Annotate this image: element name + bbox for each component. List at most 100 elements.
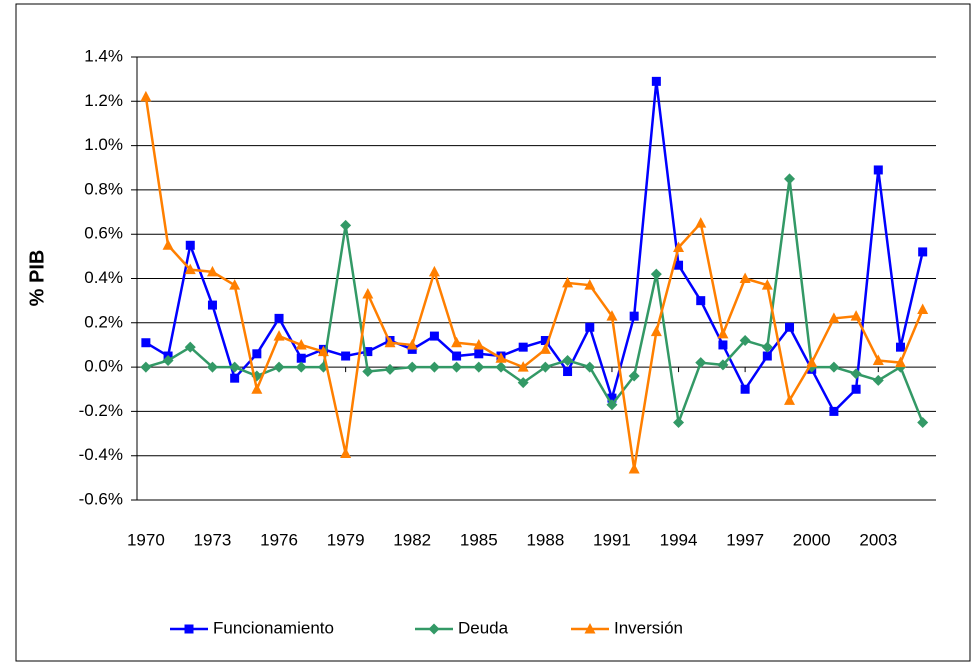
marker	[828, 312, 840, 323]
y-axis-label: % PIB	[26, 250, 48, 307]
marker	[918, 247, 928, 257]
marker	[206, 265, 218, 277]
series-line	[144, 96, 924, 470]
marker	[317, 345, 329, 357]
y-tick-label: -0.4%	[79, 445, 123, 464]
marker	[584, 361, 596, 373]
marker	[384, 363, 396, 375]
marker	[784, 173, 796, 185]
x-tick-label: 1970	[127, 530, 165, 549]
marker	[273, 361, 285, 373]
marker	[452, 351, 462, 361]
marker	[363, 347, 373, 357]
marker	[140, 361, 152, 373]
marker	[162, 239, 174, 250]
marker	[539, 343, 551, 354]
x-tick-label: 1985	[460, 530, 498, 549]
y-tick-label: 1.0%	[84, 135, 123, 154]
marker	[473, 361, 485, 373]
marker	[206, 361, 218, 373]
legend-label: Inversión	[614, 618, 683, 637]
marker	[739, 335, 751, 347]
x-tick-label: 1997	[726, 530, 764, 549]
marker	[584, 279, 596, 290]
marker	[629, 311, 639, 321]
y-tick-label: 1.2%	[84, 91, 123, 110]
x-tick-label: 1982	[393, 530, 431, 549]
y-tick-label: 0.8%	[84, 179, 123, 198]
y-tick-label: -0.2%	[79, 401, 123, 420]
x-tick-label: 1976	[260, 530, 298, 549]
marker	[230, 373, 240, 383]
marker	[761, 279, 773, 290]
marker	[185, 240, 195, 250]
marker	[428, 361, 440, 373]
series-line	[145, 81, 924, 414]
marker	[606, 310, 618, 321]
marker	[229, 361, 241, 373]
x-tick-label: 1973	[194, 530, 232, 549]
marker	[650, 268, 662, 280]
marker	[828, 361, 840, 373]
marker	[606, 399, 618, 411]
x-tick-label: 2000	[793, 530, 831, 549]
marker	[585, 322, 595, 332]
marker	[207, 300, 217, 310]
marker	[229, 279, 241, 290]
marker	[562, 276, 574, 288]
legend-label: Funcionamiento	[213, 618, 334, 637]
marker	[872, 354, 884, 365]
marker	[761, 341, 773, 353]
marker	[894, 356, 906, 368]
marker	[184, 341, 196, 353]
marker	[428, 265, 440, 277]
marker	[341, 351, 351, 361]
chart-frame	[15, 3, 971, 662]
x-tick-label: 1994	[660, 530, 698, 549]
marker	[917, 303, 929, 315]
marker	[140, 90, 152, 102]
marker	[873, 165, 883, 175]
marker	[717, 359, 729, 371]
marker	[517, 361, 529, 372]
marker	[406, 361, 418, 373]
marker	[162, 354, 174, 366]
marker	[717, 327, 729, 339]
marker	[650, 325, 662, 337]
marker	[141, 338, 151, 348]
marker	[296, 353, 306, 363]
marker	[406, 338, 418, 350]
marker	[517, 377, 529, 389]
marker	[695, 357, 707, 369]
y-tick-label: 0.2%	[84, 312, 123, 331]
x-tick-label: 1979	[327, 530, 365, 549]
marker	[473, 338, 485, 350]
y-tick-label: -0.6%	[79, 489, 123, 508]
marker	[295, 338, 307, 350]
marker	[674, 260, 684, 270]
marker	[184, 624, 194, 634]
marker	[495, 352, 507, 363]
marker	[184, 263, 196, 275]
marker	[850, 310, 862, 321]
marker	[251, 383, 263, 394]
marker	[806, 356, 818, 368]
marker	[739, 272, 751, 283]
legend-label: Deuda	[458, 618, 509, 637]
marker	[429, 331, 439, 341]
marker	[784, 394, 796, 405]
marker	[495, 361, 507, 373]
marker	[362, 288, 374, 299]
marker	[584, 623, 596, 634]
marker	[628, 462, 640, 474]
marker	[917, 416, 929, 428]
marker	[895, 342, 905, 352]
marker	[340, 219, 352, 231]
x-tick-label: 1991	[593, 530, 631, 549]
marker	[718, 340, 728, 350]
marker	[762, 351, 772, 361]
x-tick-label: 2003	[859, 530, 897, 549]
marker	[851, 384, 861, 394]
marker	[428, 623, 440, 635]
